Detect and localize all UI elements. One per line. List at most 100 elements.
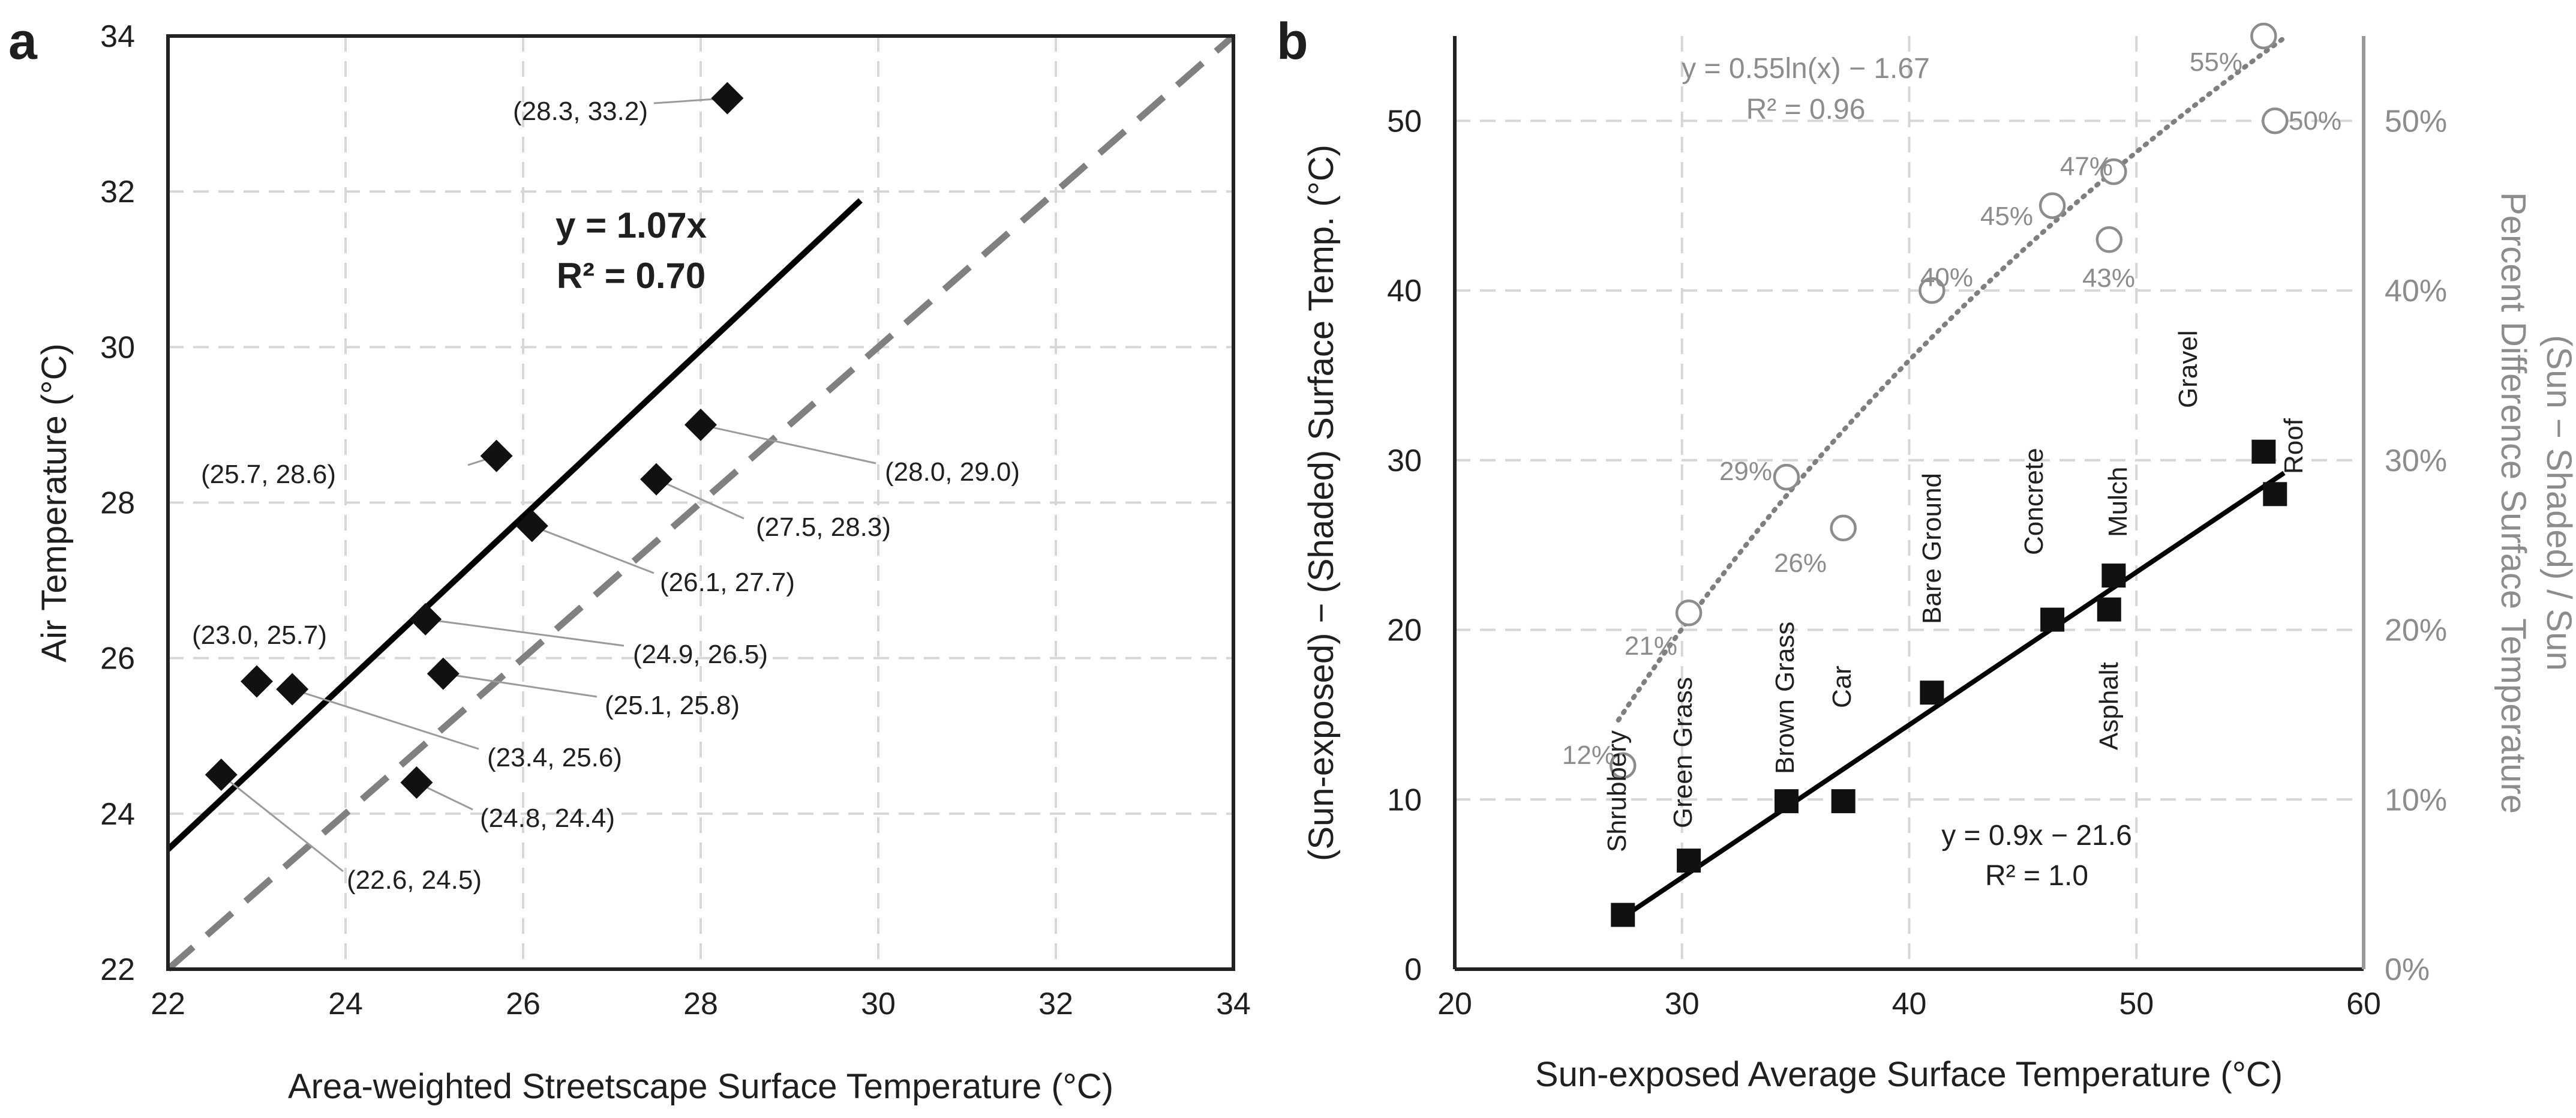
panel-a-point-label: (27.5, 28.3) [756, 512, 891, 542]
panel-a-diamond-marker [480, 439, 513, 472]
panel-b-percent-label: 47% [2060, 152, 2113, 181]
panel-b-circle-marker [1675, 600, 1703, 627]
panel-b-material-label: Green Grass [1668, 677, 1698, 828]
panel-a-diamond-marker [276, 673, 309, 706]
panel-b-log-fit-r2: R² = 0.96 [1746, 94, 1866, 125]
panel-a-point-label: (23.4, 25.6) [487, 743, 622, 772]
panel-b-log-fit-equation: y = 0.55ln(x) − 1.67 [1682, 53, 1930, 85]
panel-b-material-label: Asphalt [2094, 662, 2124, 750]
panel-b-grid [1455, 36, 2364, 969]
panel-a-diamond-marker [409, 603, 442, 636]
panel-a-fit-equation: y = 1.07x [556, 205, 707, 245]
panel-a-diamond-marker [241, 665, 273, 698]
panel-b-x-tick-label: 60 [2346, 987, 2381, 1021]
panel-b-log-fit-line [1616, 35, 2287, 723]
panel-b-circle-marker [2038, 192, 2066, 219]
panel-b-x-ticks: 20 30 40 50 60 [1437, 987, 2381, 1021]
panel-b-square-marker [1774, 789, 1799, 814]
panel-a-point-label: (25.1, 25.8) [605, 691, 740, 720]
panel-b-letter: b [1277, 13, 1308, 70]
panel-a-x-tick-label: 22 [151, 987, 185, 1021]
panel-b-x-tick-label: 50 [2119, 987, 2154, 1021]
panel-a-callout-line [532, 524, 654, 574]
panel-b-point-labels: Shrubbery Green Grass Brown Grass Car Bare G… [1562, 47, 2341, 852]
panel-a-diamond-marker [684, 408, 717, 441]
panel-b-markers [1610, 22, 2289, 927]
panel-b-x-tick-label: 30 [1665, 987, 1700, 1021]
panel-a-y-tick-label: 26 [100, 642, 135, 676]
panel-a-plot-frame [166, 34, 1235, 971]
panel-b-circle-marker [2262, 107, 2289, 134]
panel-b-x-tick-label: 40 [1892, 987, 1927, 1021]
panel-b-material-label: Car [1827, 666, 1857, 708]
panel-a-callout-line [700, 424, 876, 464]
panel-a-diamond-marker [400, 766, 433, 799]
panel-b-y-tick-label: 30 [1387, 443, 1422, 478]
panel-a-callout-line [220, 774, 344, 873]
panel-a-callouts [220, 97, 876, 873]
panel-a-x-axis-title: Area-weighted Streetscape Surface Temper… [288, 1067, 1113, 1106]
panel-b-material-label: Gravel [2173, 330, 2203, 408]
panel-b-linear-fit-line [1617, 470, 2286, 922]
panel-b-y2-tick-label: 40% [2385, 274, 2447, 308]
panel-a-y-tick-label: 30 [100, 330, 135, 365]
panel-b-linear-fit-equation: y = 0.9x − 21.6 [1941, 820, 2132, 852]
panel-b-square-marker [1611, 903, 1635, 927]
panel-a-x-tick-label: 24 [328, 987, 363, 1021]
panel-a-y-tick-label: 24 [100, 797, 135, 832]
panel-a-diamond-marker [515, 509, 548, 542]
panel-a-markers [205, 82, 744, 799]
panel-a-x-ticks: 22 24 26 28 30 32 34 [151, 987, 1251, 1021]
panel-b-material-label: Mulch [2103, 467, 2133, 537]
panel-b-material-label: Shrubbery [1602, 730, 1632, 852]
panel-b: b Shrubbery Green Grass Brown Grass Car Bare… [1277, 13, 2576, 1094]
panel-b-square-marker [1920, 681, 1944, 705]
panel-b-square-marker [1831, 789, 1856, 814]
panel-a-letter: a [8, 13, 38, 70]
panel-b-square-marker [2040, 607, 2065, 632]
panel-a-diamond-marker [711, 82, 744, 115]
panel-b-x-tick-label: 20 [1437, 987, 1472, 1021]
panel-b-square-marker [2251, 439, 2276, 464]
panel-a-lines [166, 33, 1236, 972]
panel-a-point-label: (22.6, 24.5) [347, 865, 482, 895]
panel-b-lines [1616, 35, 2287, 922]
panel-b-circle-marker [1919, 277, 1945, 304]
panel-b-linear-fit-r2: R² = 1.0 [1985, 860, 2088, 892]
panel-a-point-label: (26.1, 27.7) [660, 568, 795, 597]
panel-a-point-labels: (28.3, 33.2) (25.7, 28.6) (28.0, 29.0) (27.… [192, 97, 1020, 895]
panel-b-percent-label: 50% [2289, 106, 2341, 136]
panel-b-circle-marker [2100, 158, 2127, 185]
panel-a-diamond-marker [427, 657, 460, 690]
panel-b-square-marker [2097, 597, 2121, 622]
panel-a-point-label: (28.3, 33.2) [513, 97, 648, 126]
panel-a-fit-r2: R² = 0.70 [557, 256, 705, 296]
panel-b-percent-label: 45% [1980, 202, 2033, 231]
panel-b-y-ticks: 0 10 20 30 40 50 [1387, 104, 1422, 987]
panel-b-square-marker [2263, 482, 2287, 506]
panel-b-y2-tick-label: 0% [2385, 952, 2430, 987]
panel-a-x-tick-label: 30 [861, 987, 896, 1021]
panel-b-percent-label: 26% [1774, 548, 1827, 578]
panel-a-callout-line [443, 673, 598, 698]
panel-a-one-to-one-line [166, 33, 1236, 972]
panel-a-y-tick-label: 34 [100, 19, 135, 54]
panel-b-y2-tick-label: 50% [2385, 104, 2447, 139]
panel-b-material-label: Bare Ground [1917, 473, 1947, 624]
panel-b-percent-label: 12% [1562, 741, 1615, 770]
panel-a-point-label: (24.9, 26.5) [633, 640, 768, 669]
panel-b-percent-label: 40% [1920, 263, 1973, 292]
panel-a-fit-line [166, 198, 863, 852]
panel-b-material-label: Roof [2279, 418, 2308, 474]
panel-b-circle-marker [2095, 226, 2123, 253]
panel-b-circle-marker [1773, 463, 1800, 491]
panel-b-y2-axis-title-line1: Percent Difference Surface Temperature [2494, 192, 2533, 814]
panel-a-grid [168, 36, 1233, 969]
panel-b-y2-axis-title-line2: (Sun − Shaded) / Sun [2539, 335, 2576, 670]
panel-a-point-label: (24.8, 24.4) [480, 804, 615, 833]
panel-a-x-tick-label: 28 [683, 987, 718, 1021]
panel-a-y-axis-title: Air Temperature (°C) [35, 343, 74, 662]
panel-b-y-tick-label: 40 [1387, 274, 1422, 308]
panel-b-material-label: Brown Grass [1770, 622, 1800, 774]
